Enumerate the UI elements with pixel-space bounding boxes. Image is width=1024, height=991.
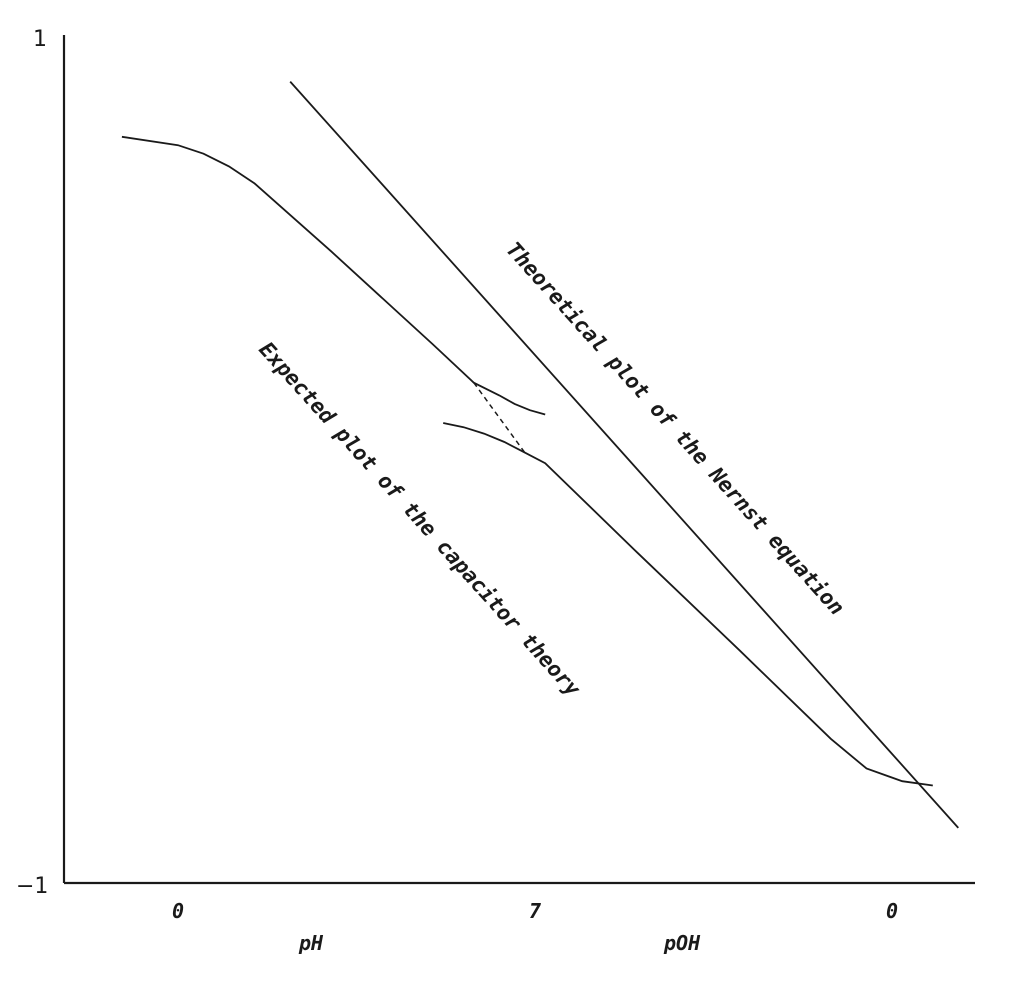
series-line-nernst bbox=[289, 80, 959, 829]
x-tick-label: 0 bbox=[886, 899, 898, 923]
series-line-capacitor-lower bbox=[443, 422, 933, 787]
series-line-capacitor-upper bbox=[121, 135, 546, 416]
x-axis-names: pH pOH bbox=[298, 931, 701, 955]
annotation-capacitor: Expected plot of the capacitor theory bbox=[254, 337, 585, 701]
series-layer bbox=[121, 80, 959, 829]
x-axis-label-poh: pOH bbox=[663, 931, 701, 955]
y-ticks: 1 −1 bbox=[16, 27, 48, 899]
x-axis-label-ph: pH bbox=[298, 931, 324, 955]
axes bbox=[62, 35, 975, 885]
y-tick-label-bottom: −1 bbox=[16, 874, 48, 899]
annotation-nernst: Theoretical plot of the Nernst equation bbox=[501, 237, 849, 619]
series-line-transition bbox=[473, 382, 526, 454]
x-ticks: 0 7 0 bbox=[172, 899, 898, 923]
x-tick-label: 0 bbox=[172, 899, 184, 923]
x-tick-label: 7 bbox=[529, 899, 541, 923]
y-tick-label-top: 1 bbox=[33, 27, 47, 52]
